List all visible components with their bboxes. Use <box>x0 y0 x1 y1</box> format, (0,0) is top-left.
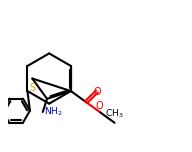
Text: NH$_2$: NH$_2$ <box>44 106 63 118</box>
Text: CH$_3$: CH$_3$ <box>105 107 124 120</box>
Text: O: O <box>93 87 101 97</box>
Text: O: O <box>95 101 103 111</box>
Text: S: S <box>29 83 35 93</box>
